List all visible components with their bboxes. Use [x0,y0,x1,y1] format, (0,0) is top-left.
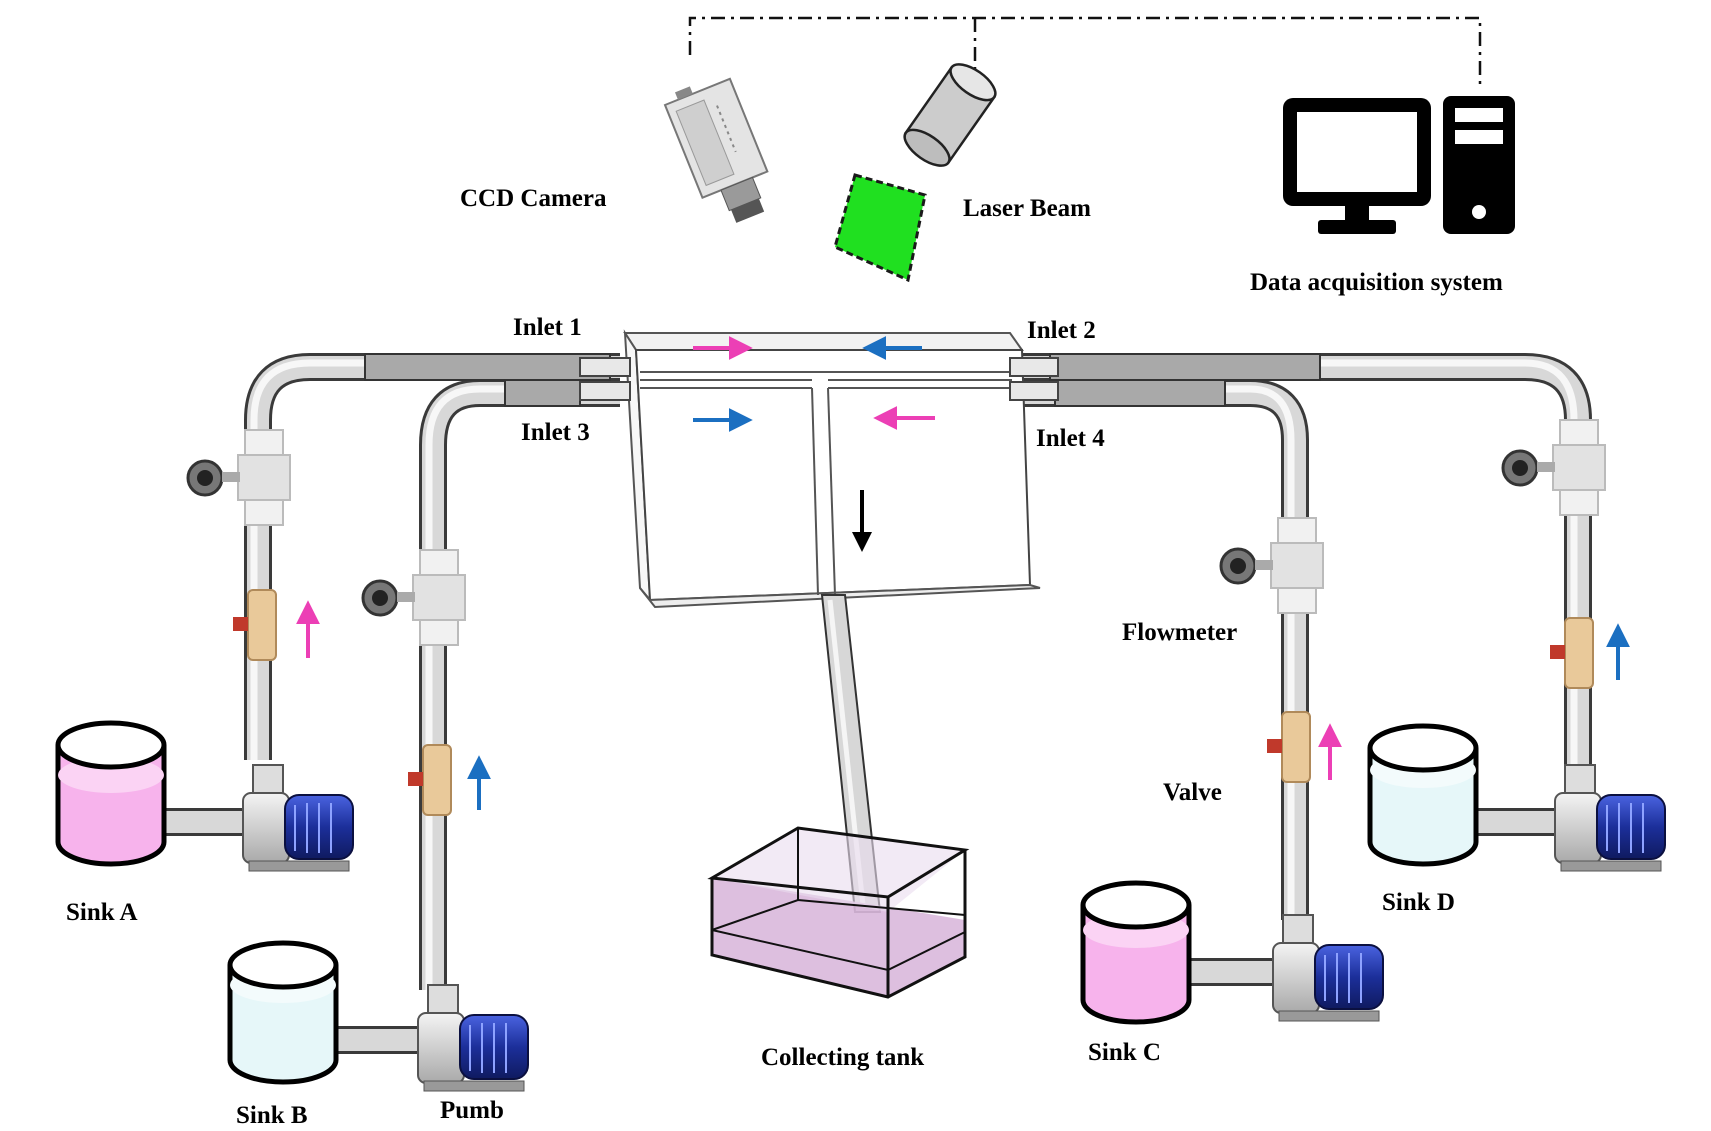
flowmeter-icon [1219,517,1324,614]
sink-b-icon [227,940,339,1085]
data-acquisition-label: Data acquisition system [1250,269,1503,296]
computer-icon [1283,96,1515,234]
sink-c-label: Sink C [1088,1039,1161,1066]
valve-icon [233,589,277,661]
pump-icon [1272,914,1384,1022]
flowmeter-label: Flowmeter [1122,619,1237,646]
sink-a-icon [55,720,167,867]
laser-icon [833,63,997,283]
flowmeter-icon [186,429,291,526]
sink-b-label: Sink B [236,1102,308,1126]
collecting-tank-label: Collecting tank [761,1044,924,1071]
valve-icon [1550,617,1594,689]
sink-c-icon [1080,880,1192,1025]
flowmeter-icon [1501,419,1606,516]
inlet-1-label: Inlet 1 [513,314,582,341]
flowmeter-icon [361,549,466,646]
pump-label: Pumb [440,1097,504,1124]
pump-icon [1554,764,1666,872]
laser-beam-label: Laser Beam [963,195,1091,222]
pump-icon [417,984,529,1092]
inlet-3-label: Inlet 3 [521,419,590,446]
sink-a-label: Sink A [66,899,138,926]
signal-lines [688,16,1482,85]
collecting-tank-icon [707,826,970,999]
valve-icon [1267,711,1311,783]
ccd-camera-label: CCD Camera [460,185,607,212]
pump-icon [242,764,354,872]
inlet-2-label: Inlet 2 [1027,317,1096,344]
sink-d-icon [1367,723,1479,867]
mixing-chamber [579,329,1059,609]
sink-d-label: Sink D [1382,889,1455,916]
pipe-network [160,353,1592,1054]
inlet-4-label: Inlet 4 [1036,425,1105,452]
valve-icon [408,744,452,816]
flow-arrows [296,336,1630,810]
laser-beam-sheet [833,173,927,283]
ccd-camera-icon [663,77,769,223]
valve-label: Valve [1163,779,1222,806]
